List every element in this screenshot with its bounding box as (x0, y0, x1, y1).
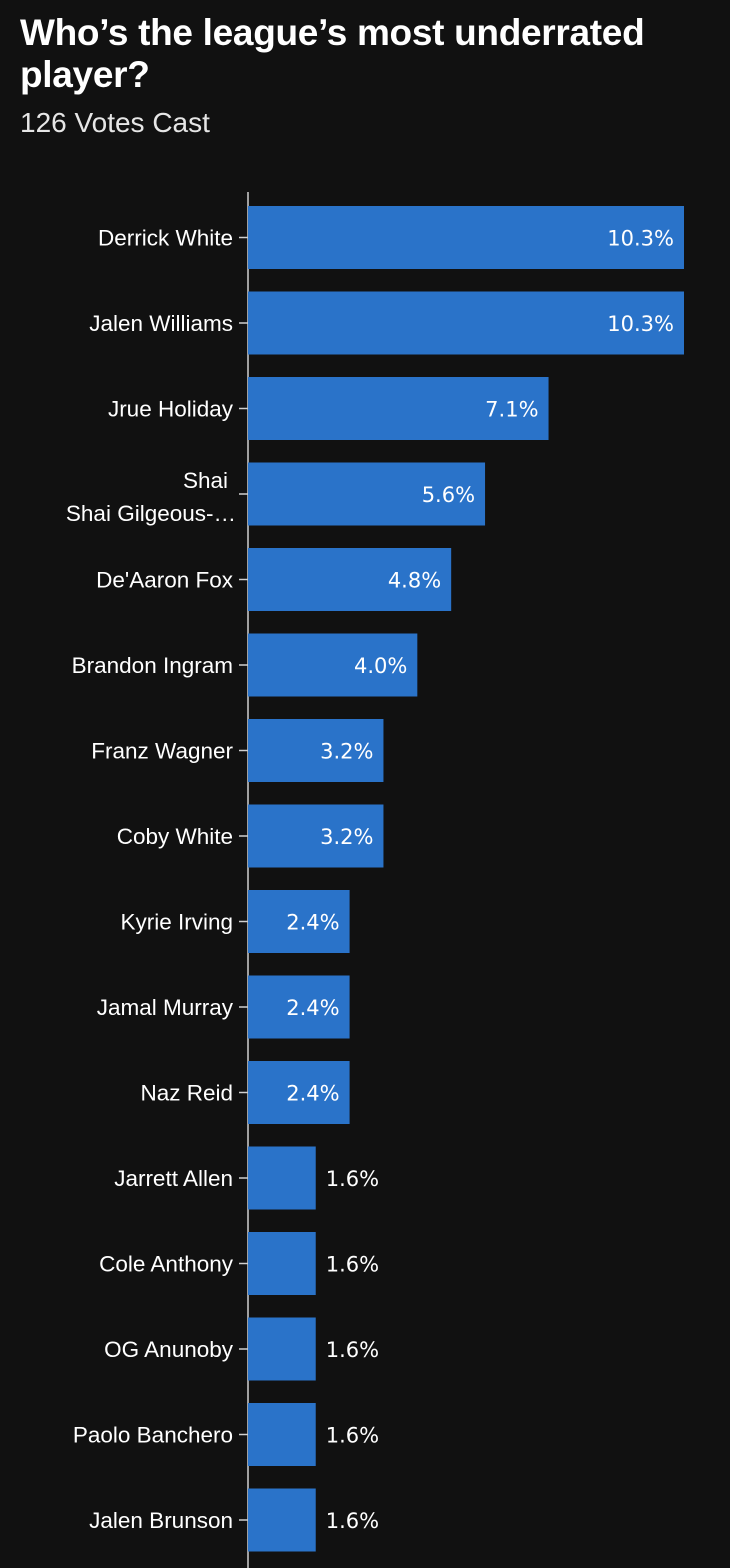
data-label: 1.6% (326, 1509, 379, 1533)
bar (248, 890, 350, 953)
category-label: Jamal Murray (97, 995, 234, 1020)
bar (248, 462, 486, 526)
category-label: Derrick White (98, 226, 233, 251)
bar (248, 975, 350, 1039)
category-label: Paolo Banchero (73, 1423, 233, 1448)
bar (248, 719, 384, 782)
data-label: 5.6% (422, 483, 475, 507)
data-label: 10.3% (607, 227, 674, 251)
category-label: Jrue Holiday (108, 397, 234, 422)
data-label: 3.2% (320, 740, 373, 764)
category-label: Jarrett Allen (114, 1166, 233, 1191)
bar (248, 291, 684, 355)
bar (248, 1146, 316, 1210)
category-label: Shai (183, 468, 228, 493)
data-label: 2.4% (286, 911, 339, 935)
bar (248, 1317, 316, 1381)
data-label: 1.6% (326, 1167, 379, 1191)
bar (248, 1232, 316, 1295)
bar (248, 804, 384, 868)
data-label: 10.3% (607, 312, 674, 336)
bar (248, 377, 549, 440)
category-label: Jalen Williams (89, 311, 233, 336)
category-label: Franz Wagner (91, 739, 233, 764)
data-label: 1.6% (326, 1338, 379, 1362)
bar (248, 1061, 350, 1124)
category-label: Shai Gilgeous-… (66, 501, 236, 526)
data-label: 2.4% (286, 1082, 339, 1106)
category-label: OG Anunoby (104, 1337, 234, 1362)
bar (248, 548, 452, 611)
category-label: Naz Reid (140, 1081, 233, 1106)
bar (248, 206, 684, 269)
category-label: Coby White (117, 824, 233, 849)
data-label: 2.4% (286, 996, 339, 1020)
bar (248, 633, 418, 697)
data-label: 4.8% (388, 569, 441, 593)
category-label: Cole Anthony (99, 1252, 234, 1277)
data-label: 1.6% (326, 1424, 379, 1448)
data-label: 3.2% (320, 825, 373, 849)
bar (248, 1403, 316, 1466)
data-label: 1.6% (326, 1253, 379, 1277)
category-label: Brandon Ingram (72, 653, 233, 678)
chart-title: Who’s the league’s most underrated playe… (20, 12, 645, 95)
chart-subtitle: 126 Votes Cast (20, 107, 210, 138)
category-label: De'Aaron Fox (96, 568, 234, 593)
category-label: Jalen Brunson (89, 1508, 233, 1533)
data-label: 7.1% (485, 398, 538, 422)
data-label: 4.0% (354, 654, 407, 678)
chart-header: Who’s the league’s most underrated playe… (20, 12, 710, 140)
category-label: Kyrie Irving (120, 910, 233, 935)
bar (248, 1488, 316, 1552)
